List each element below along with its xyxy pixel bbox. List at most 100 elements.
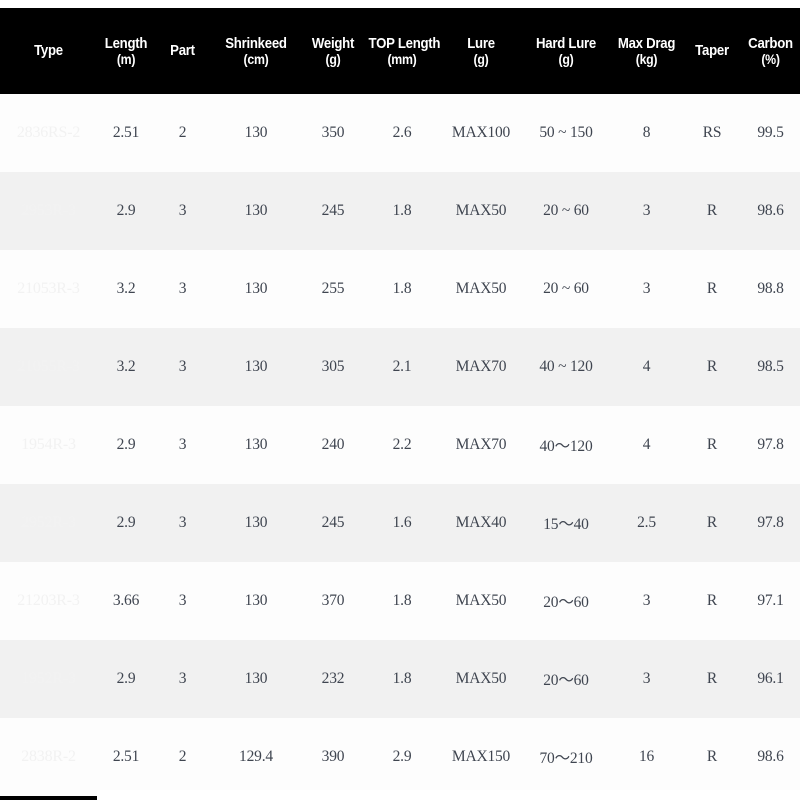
column-header-label: Type xyxy=(34,42,63,60)
cell-type: 2952R-3 xyxy=(21,514,76,531)
cell-taper: R xyxy=(706,592,718,609)
cell-type: 2953R-3 xyxy=(21,202,76,219)
column-header-unit: (g) xyxy=(473,50,489,67)
cell-shrinkeed: 130 xyxy=(244,592,268,609)
cell-taper: R xyxy=(706,202,718,219)
cell-taper: RS xyxy=(702,124,722,141)
column-header-label: Lure xyxy=(467,34,495,52)
column-header-label: Length xyxy=(104,34,148,52)
cell-length: 3.2 xyxy=(116,280,136,297)
cell-lure: MAX70 xyxy=(455,358,507,375)
cell-hard_lure: 20 ~ 60 xyxy=(543,280,589,297)
column-header-unit: (kg) xyxy=(635,50,658,67)
column-header-lure: Lure (g) xyxy=(445,34,517,67)
cell-lure: MAX100 xyxy=(451,124,511,141)
column-header-label: Shrinkeed xyxy=(225,34,287,52)
cell-max_drag: 16 xyxy=(638,748,655,765)
cell-part: 3 xyxy=(178,280,187,297)
cell-max_drag: 2.5 xyxy=(637,514,656,531)
table-row: 21053R-3 3.2 3 130 255 1.8 MAX50 20 ~ 60 3 R 98.8 xyxy=(0,250,800,328)
table-row: 1952R-3 2.9 3 130 232 1.8 MAX50 20〜60 3 R 96.1 xyxy=(0,640,800,718)
column-header-label: Part xyxy=(170,42,195,60)
cell-shrinkeed: 130 xyxy=(244,280,268,297)
cell-carbon: 98.8 xyxy=(757,280,784,297)
cell-type: 21053R-3 xyxy=(17,280,80,297)
cell-weight: 370 xyxy=(321,592,345,609)
cell-weight: 305 xyxy=(321,358,345,375)
column-header-length: Length (m) xyxy=(100,34,151,66)
column-header-carbon: Carbon (%) xyxy=(745,35,797,66)
table-row: 21203R-3 3.66 3 130 370 1.8 MAX50 20〜60 3 R 97.1 xyxy=(0,562,800,640)
cell-lure: MAX50 xyxy=(455,670,507,687)
column-header-taper: Taper xyxy=(686,43,737,59)
cell-shrinkeed: 130 xyxy=(244,358,268,375)
cell-hard_lure: 20〜60 xyxy=(543,594,589,611)
cell-part: 2 xyxy=(178,748,187,765)
column-header-unit: (mm) xyxy=(387,50,417,67)
cell-shrinkeed: 130 xyxy=(244,670,268,687)
cell-top_length: 1.8 xyxy=(392,280,412,297)
cell-hard_lure: 40 ~ 120 xyxy=(539,358,593,375)
cell-length: 2.9 xyxy=(116,436,136,453)
cell-top_length: 2.2 xyxy=(392,436,412,453)
cell-weight: 255 xyxy=(321,280,345,297)
cell-type: 21055R-3 xyxy=(17,358,80,375)
cell-hard_lure: 20 ~ 60 xyxy=(543,202,589,219)
cell-lure: MAX40 xyxy=(455,514,507,531)
cell-type: 1954R-3 xyxy=(21,436,76,453)
column-header-label: Weight xyxy=(311,34,355,52)
column-header-label: Max Drag xyxy=(617,34,676,52)
cell-shrinkeed: 130 xyxy=(244,436,268,453)
cell-length: 2.9 xyxy=(116,670,136,687)
cell-top_length: 1.6 xyxy=(392,514,412,531)
column-header-label: Hard Lure xyxy=(536,34,596,52)
column-header-top_length: TOP Length (mm) xyxy=(369,35,441,67)
cell-lure: MAX50 xyxy=(455,592,507,609)
cell-length: 2.9 xyxy=(116,514,136,531)
cell-part: 3 xyxy=(178,202,187,219)
cell-part: 2 xyxy=(178,124,187,141)
cell-carbon: 97.1 xyxy=(757,592,784,609)
cell-weight: 390 xyxy=(321,748,345,765)
column-header-unit: (g) xyxy=(558,50,574,67)
cell-lure: MAX50 xyxy=(455,280,507,297)
cell-taper: R xyxy=(706,748,718,765)
cell-max_drag: 3 xyxy=(642,280,651,297)
cell-lure: MAX70 xyxy=(455,436,507,453)
table-row: 2836RS-2 2.51 2 130 350 2.6 MAX100 50 ~ 150 8 RS 9… xyxy=(0,94,800,172)
cell-length: 2.51 xyxy=(112,124,140,141)
cell-top_length: 1.8 xyxy=(392,670,412,687)
table-row: 2953R-3 2.9 3 130 245 1.8 MAX50 20 ~ 60 3 R 98.6 xyxy=(0,172,800,250)
cell-part: 3 xyxy=(178,670,187,687)
cell-max_drag: 3 xyxy=(642,670,651,687)
cell-taper: R xyxy=(706,436,718,453)
cell-carbon: 96.1 xyxy=(757,670,784,687)
cell-hard_lure: 20〜60 xyxy=(543,672,589,689)
cell-weight: 232 xyxy=(321,670,345,687)
cell-hard_lure: 15〜40 xyxy=(543,516,589,533)
cell-length: 3.2 xyxy=(116,358,136,375)
cell-lure: MAX50 xyxy=(455,202,507,219)
column-header-part: Part xyxy=(158,43,206,59)
cell-carbon: 97.8 xyxy=(757,514,784,531)
table-row: 2838R-2 2.51 2 129.4 390 2.9 MAX150 70〜210 16 R 98… xyxy=(0,718,800,796)
column-header-hard_lure: Hard Lure (g) xyxy=(527,34,604,67)
cell-length: 2.51 xyxy=(112,748,140,765)
cell-shrinkeed: 130 xyxy=(244,202,268,219)
cell-type: 1952R-3 xyxy=(21,670,76,687)
column-header-unit: (cm) xyxy=(243,50,269,67)
cell-carbon: 98.5 xyxy=(757,358,784,375)
column-header-label: Taper xyxy=(695,42,729,60)
column-header-label: TOP Length xyxy=(368,34,441,52)
column-header-weight: Weight (g) xyxy=(306,34,361,66)
cell-hard_lure: 50 ~ 150 xyxy=(539,124,593,141)
cell-type: 21203R-3 xyxy=(17,592,80,609)
cell-max_drag: 3 xyxy=(642,202,651,219)
cell-top_length: 2.6 xyxy=(392,124,412,141)
cell-taper: R xyxy=(706,514,718,531)
cell-weight: 245 xyxy=(321,202,345,219)
column-header-type: Type xyxy=(6,43,91,59)
cell-max_drag: 4 xyxy=(642,358,651,375)
table-body: 2836RS-2 2.51 2 130 350 2.6 MAX100 50 ~ 150 8 RS 9… xyxy=(0,94,800,800)
